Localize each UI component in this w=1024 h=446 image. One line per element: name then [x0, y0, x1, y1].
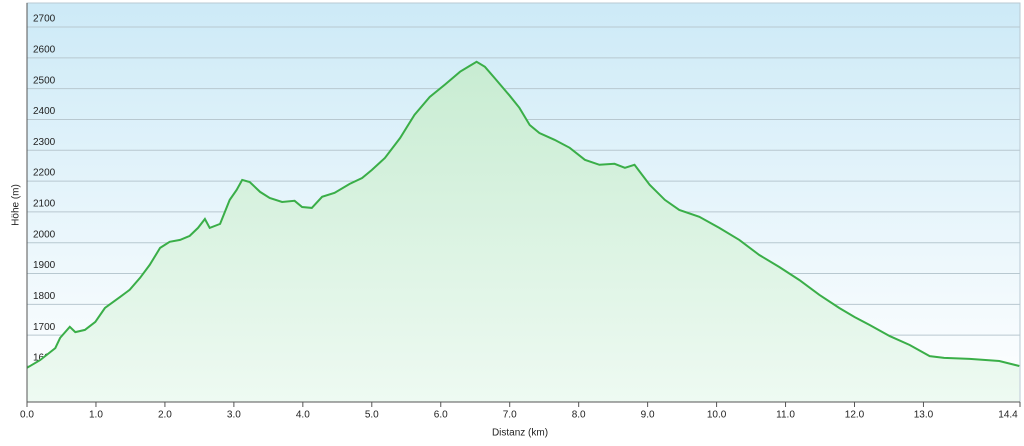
y-tick-label: 2400: [33, 106, 56, 117]
x-tick-label: 11.0: [776, 410, 795, 421]
x-tick-label: 7.0: [503, 410, 517, 421]
x-tick-label: 8.0: [572, 410, 586, 421]
x-tick-label: 5.0: [365, 410, 379, 421]
y-tick-label: 1700: [33, 322, 56, 333]
y-tick-label: 2000: [33, 229, 56, 240]
y-tick-label: 2100: [33, 199, 56, 210]
x-tick-label: 10.0: [707, 410, 727, 421]
y-tick-label: 2700: [33, 14, 56, 25]
x-tick-label: 9.0: [641, 410, 655, 421]
x-tick-label: 14.4: [998, 410, 1018, 421]
y-tick-label: 1800: [33, 291, 56, 302]
y-tick-label: 2300: [33, 137, 56, 148]
x-axis-label: Distanz (km): [492, 428, 548, 439]
x-tick-label: 1.0: [89, 410, 103, 421]
x-tick-label: 0.0: [20, 410, 34, 421]
x-tick-label: 2.0: [158, 410, 172, 421]
x-tick-label: 3.0: [227, 410, 241, 421]
y-tick-label: 2500: [33, 75, 56, 86]
x-tick-label: 4.0: [296, 410, 310, 421]
y-axis-label: Höhe (m): [11, 184, 22, 226]
x-tick-label: 12.0: [845, 410, 865, 421]
y-tick-label: 2600: [33, 44, 56, 55]
x-tick-label: 6.0: [434, 410, 448, 421]
x-tick-label: 13.0: [914, 410, 934, 421]
y-tick-label: 2200: [33, 168, 56, 179]
elevation-line: [26, 60, 1020, 369]
area-fill: [27, 61, 1020, 403]
y-tick-label: 1900: [33, 260, 56, 271]
